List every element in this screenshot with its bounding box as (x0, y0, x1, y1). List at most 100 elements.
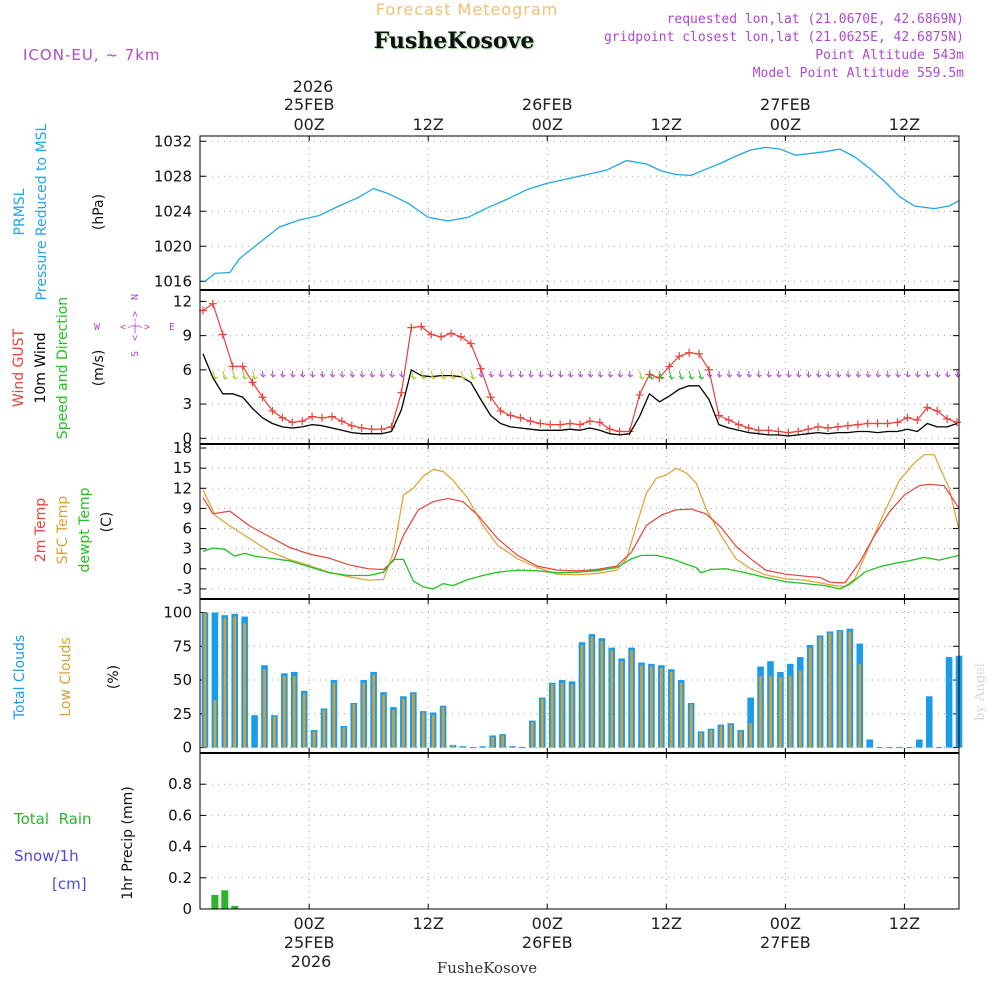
wind-arrow (539, 370, 542, 377)
gust-marker (873, 419, 882, 428)
wind-arrow-head (845, 373, 852, 378)
total-cloud-bar (479, 746, 487, 748)
temperature-panel: 2m Temp SFC Temp dewpt Temp (C) -3 0 3 6 9 12… (33, 439, 960, 599)
wind-arrow-head (668, 375, 675, 380)
wind-arrow (341, 370, 343, 377)
low-cloud-bar (739, 731, 743, 748)
wind-arrow (440, 370, 445, 380)
gust-marker (417, 322, 426, 331)
gust-marker (605, 425, 614, 434)
wind-arrow (738, 370, 740, 377)
low-cloud-bar (699, 732, 703, 748)
wind-arrow-head (420, 375, 427, 380)
wind-arrow-head (905, 373, 911, 378)
bottom-year: 2026 (291, 952, 332, 971)
gust-marker (427, 330, 436, 339)
wind-arrow-head (915, 373, 921, 378)
total-cloud-bar (211, 612, 219, 748)
low-cloud-bar (679, 682, 683, 748)
wind-arrow (579, 370, 582, 377)
wind-arrow-head (299, 373, 306, 378)
y-tick-label: 9 (182, 499, 192, 517)
wind-arrow-head (478, 373, 485, 378)
gust-line (202, 303, 958, 434)
low-cloud-bar (719, 725, 723, 748)
wind-arrow (847, 370, 849, 377)
clouds-unit: (%) (106, 665, 122, 689)
snow-legend: Snow/1h (14, 847, 79, 865)
wind-arrow (390, 370, 393, 377)
wind-arrow (301, 370, 304, 377)
wind-arrow (291, 370, 294, 377)
bottom-date-label: 25FEB (284, 933, 335, 952)
wind-arrow (787, 370, 790, 377)
wind-arrow-head (460, 375, 467, 380)
wind-arrow (371, 370, 373, 377)
wind-arrow (827, 370, 830, 377)
low-cloud-bar (312, 731, 316, 748)
gust-marker (357, 424, 366, 433)
low-cloud-bar (689, 704, 693, 748)
wind-arrow (321, 370, 324, 377)
low-cloud-bar (808, 647, 812, 748)
wind-arrow (609, 370, 611, 377)
pressure-ylabel-2: Pressure Reduced to MSL (34, 123, 50, 300)
low-cloud-bar (273, 716, 276, 748)
compass-n: N (130, 294, 141, 300)
wind-arrow (519, 370, 522, 377)
pressure-ylabel-1: PRMSL (12, 188, 28, 235)
wind-arrow (758, 370, 760, 377)
wind-arrow-head (359, 373, 366, 378)
wind-arrow (797, 370, 800, 377)
gust-marker (824, 424, 833, 433)
low-cloud-bar (342, 727, 346, 748)
gust-marker (208, 299, 217, 308)
wind-arrow (877, 370, 879, 377)
wind-arrow-head (450, 375, 457, 380)
y-tick-label: 1032 (154, 132, 192, 150)
wind-arrow (222, 370, 226, 380)
gust-marker (318, 413, 327, 422)
gust-marker (833, 422, 842, 431)
wind-arrow-head (538, 373, 544, 378)
low-cloud-bar (540, 698, 544, 748)
gust-marker (516, 413, 525, 422)
wind-arrow (212, 370, 216, 380)
wind-arrow-head (776, 373, 782, 378)
low-cloud-bar (531, 721, 534, 748)
wind-arrow (569, 370, 572, 377)
gust-marker (526, 417, 535, 426)
wind-arrow (946, 370, 949, 377)
low-cloud-bar (650, 666, 653, 748)
wind-arrow-head (825, 373, 832, 378)
precip-ylabel: 1hr Precip (mm) (120, 786, 136, 899)
wind-arrow-head (508, 373, 514, 378)
clouds-panel: Total Clouds Low Clouds (%) 0 25 50 75 100 (12, 599, 963, 757)
wind-arrow (420, 370, 425, 380)
wind-arrow (728, 370, 730, 377)
wind-arrow-head (736, 373, 743, 378)
bottom-tick-label: 12Z (651, 914, 682, 933)
wind-arrow-head (746, 373, 753, 378)
dewpt-line (202, 547, 960, 590)
gust-marker (595, 418, 604, 427)
wind-arrow-head (688, 375, 695, 380)
top-date-label: 27FEB (760, 95, 811, 114)
total-cloud-bar (251, 715, 258, 748)
gust-marker (883, 419, 892, 428)
low-cloud-bar (769, 676, 772, 748)
gust-marker (506, 411, 515, 420)
low-cloud-bar (392, 709, 395, 748)
temp2m-ylabel: 2m Temp (33, 498, 49, 562)
low-cloud-bar (501, 735, 504, 748)
wind-arrow (857, 370, 859, 377)
wind-arrow-head (369, 373, 376, 378)
y-tick-label: 6 (182, 520, 192, 538)
low-cloud-bar (590, 636, 594, 748)
wind-arrow (480, 370, 482, 377)
gust-marker (248, 378, 257, 387)
top-tick-label: 12Z (413, 115, 444, 134)
low-cloud-bar (759, 676, 762, 748)
panel-frame (199, 135, 960, 291)
panel-frame (199, 752, 960, 910)
